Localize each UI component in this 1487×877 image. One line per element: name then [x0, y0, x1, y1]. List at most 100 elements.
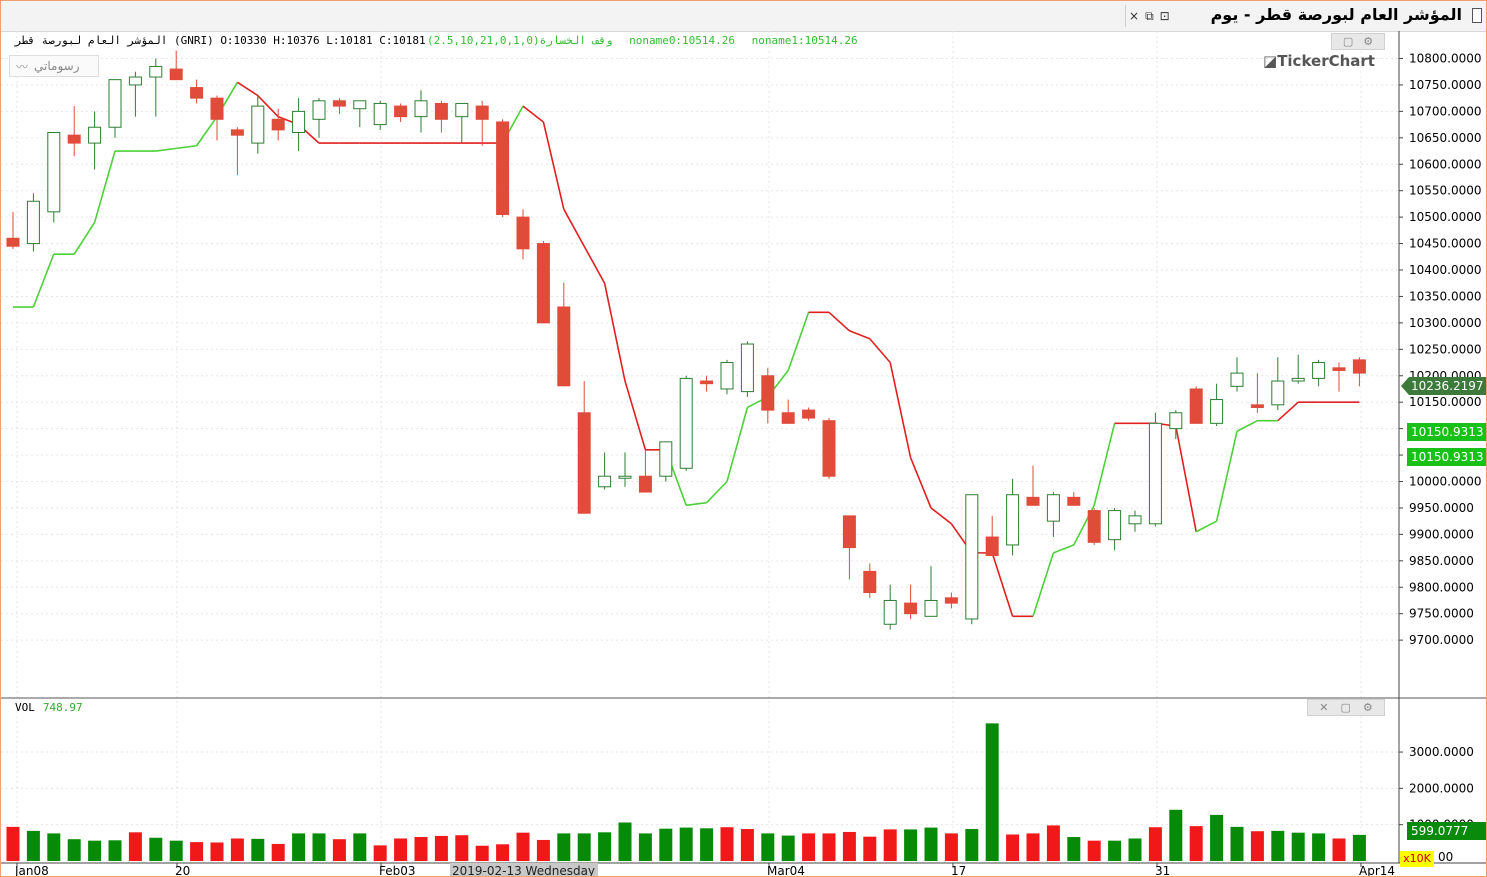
last-volume-tag: 599.0777: [1411, 824, 1468, 838]
volume-bar: [1067, 837, 1081, 861]
volume-bar: [47, 833, 61, 861]
candle: [1169, 410, 1183, 440]
candle: [496, 119, 510, 218]
window-controls: × ⧉ ⊡: [1129, 6, 1170, 26]
candle-body: [700, 380, 714, 385]
stop-line-segment: [889, 362, 912, 458]
panel-settings-icon[interactable]: ⚙: [1363, 35, 1374, 48]
candle-body: [373, 102, 387, 126]
candle: [1312, 359, 1326, 387]
candle-body: [577, 412, 591, 514]
volume-bar: [638, 833, 652, 861]
volume-bar: [516, 832, 530, 861]
panel-maximize-icon[interactable]: ▢: [1342, 35, 1354, 48]
candle-body: [169, 68, 183, 81]
price-tick-label: 10750.0000: [1409, 78, 1482, 92]
candle: [557, 282, 571, 387]
noname1-value: noname1:10514.26: [751, 34, 858, 47]
candle: [985, 515, 999, 557]
candle-body: [1067, 496, 1081, 506]
candle-body: [149, 65, 163, 78]
stop-line-segment: [686, 501, 707, 507]
candle: [128, 71, 142, 117]
candle-body: [312, 100, 326, 120]
stop-line-segment: [73, 221, 96, 255]
volume-bar: [761, 833, 775, 861]
panel-settings-icon[interactable]: ⚙: [1362, 701, 1373, 714]
volume-bar: [781, 835, 795, 861]
volume-bar: [149, 837, 163, 861]
window-menu-icon[interactable]: [1472, 8, 1482, 23]
candle-body: [1128, 515, 1142, 525]
candle: [598, 452, 612, 490]
noname0-value: noname0:10514.26: [629, 34, 736, 47]
candle-body: [802, 409, 816, 419]
candle: [434, 100, 448, 133]
candle-body: [1006, 494, 1020, 546]
volume-bar: [1169, 809, 1183, 861]
candle: [638, 449, 652, 493]
panel-maximize-icon[interactable]: ▢: [1340, 701, 1351, 714]
volume-bar: [88, 840, 102, 861]
panel-close-icon[interactable]: ✕: [1319, 701, 1329, 714]
time-tick-label: 20: [175, 864, 190, 876]
volume-bar: [1148, 827, 1162, 861]
stop-line-segment: [869, 338, 891, 364]
brand-logo: ◪TickerChart: [1263, 52, 1375, 70]
volume-bar: [230, 838, 244, 861]
candle-body: [598, 475, 612, 488]
candle-body: [1271, 380, 1285, 406]
candle-body: [1026, 496, 1040, 506]
volume-bar: [1291, 832, 1305, 861]
price-tick-label: 10400.0000: [1409, 263, 1482, 277]
candle-body: [251, 105, 265, 144]
title-separator: [1125, 5, 1126, 27]
candle-body: [128, 76, 142, 86]
volume-bar: [1006, 834, 1020, 861]
time-tick-label: Mar04: [767, 864, 805, 876]
volume-readout: VOL 748.97: [15, 701, 83, 714]
stop-line-segment: [909, 457, 932, 509]
price-tick-label: 9750.0000: [1409, 607, 1474, 621]
candle: [169, 50, 183, 81]
drawings-button[interactable]: 〰 رسوماتي: [9, 55, 99, 77]
volume-bar: [108, 840, 122, 861]
title-bar[interactable]: المؤشر العام لبورصة قطر - يوم × ⧉ ⊡: [1, 1, 1486, 32]
candle-body: [659, 441, 673, 477]
candle-body: [332, 100, 346, 107]
close-icon[interactable]: ×: [1129, 9, 1140, 23]
candle: [373, 100, 387, 130]
volume-bar: [6, 826, 20, 861]
volume-bar: [1210, 814, 1224, 861]
volume-bar: [802, 833, 816, 861]
drawings-label: رسوماتي: [34, 59, 80, 73]
time-tick-label: Jan08: [14, 864, 49, 876]
candle-body: [455, 102, 469, 118]
candle: [944, 592, 958, 609]
candle: [781, 399, 795, 424]
candle: [618, 452, 632, 487]
time-tick-label: 17: [951, 864, 966, 876]
main-panel-controls: ▢ ⚙: [1331, 33, 1385, 50]
candle: [1189, 386, 1203, 424]
candle: [577, 381, 591, 514]
candle-body: [965, 494, 979, 620]
price-tick-label: 10300.0000: [1409, 316, 1482, 330]
restore-icon[interactable]: ⧉: [1145, 8, 1154, 23]
candle-body: [292, 110, 306, 134]
candle-body: [1291, 377, 1305, 382]
price-tick-label: 10350.0000: [1409, 289, 1482, 303]
candle-body: [1046, 494, 1060, 522]
volume-bar: [1189, 826, 1203, 861]
volume-bar: [985, 723, 999, 861]
candle-body: [863, 570, 877, 594]
price-tick-label: 10000.0000: [1409, 475, 1482, 489]
volume-bar: [659, 828, 673, 861]
candle-body: [761, 375, 775, 411]
price-tick-label: 10450.0000: [1409, 237, 1482, 251]
candle-body: [720, 362, 734, 390]
candle-body: [190, 87, 204, 99]
pin-icon[interactable]: ⊡: [1159, 9, 1170, 23]
price-tick-label: 10250.0000: [1409, 342, 1482, 356]
